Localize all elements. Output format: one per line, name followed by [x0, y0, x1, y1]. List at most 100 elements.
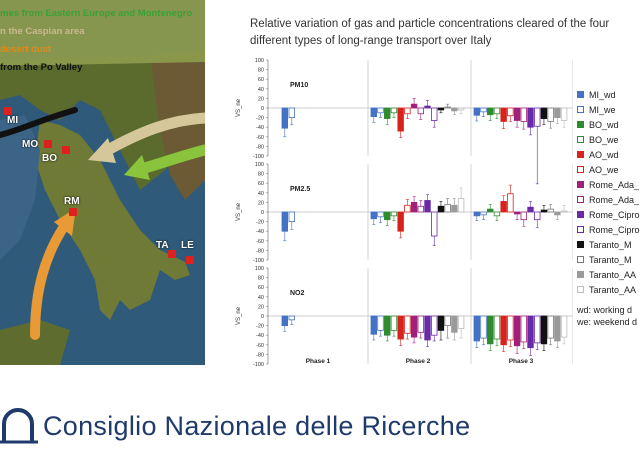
bar	[444, 106, 451, 109]
bar	[424, 105, 431, 109]
bar	[507, 315, 514, 341]
legend-swatch	[577, 181, 584, 188]
city-label-rm: RM	[64, 196, 80, 207]
bar	[487, 107, 494, 116]
bar	[417, 107, 424, 115]
bar	[540, 107, 548, 119]
legend-label: Rome_Ada_	[589, 179, 640, 190]
legend-item: Rome_Cipro	[577, 222, 640, 237]
bar	[451, 315, 458, 333]
bar	[500, 201, 507, 213]
bar	[404, 204, 411, 213]
city-dot-le	[186, 256, 194, 264]
legend-item: Taranto_AA	[577, 282, 640, 297]
legend-swatch	[577, 106, 584, 113]
y-tick-label: 100	[255, 266, 264, 272]
legend-item: Taranto_M	[577, 237, 640, 252]
legend-label: Rome_Cipro	[589, 224, 640, 235]
bar	[281, 107, 288, 129]
bar	[288, 315, 295, 321]
y-tick-label: -20	[256, 116, 264, 122]
y-tick-label: -60	[256, 343, 264, 349]
legend-swatch	[577, 256, 584, 263]
legend-swatch	[577, 91, 584, 98]
bar	[370, 107, 377, 118]
bar	[431, 211, 438, 237]
desert-dust-arrow	[30, 220, 70, 340]
bar	[377, 315, 384, 331]
y-tick-label: 100	[255, 162, 264, 168]
y-tick-label: -40	[256, 125, 264, 131]
footer: Consiglio Nazionale delle Ricerche	[0, 371, 640, 465]
city-label-bo: BO	[42, 153, 57, 164]
bar	[444, 315, 451, 327]
legend-po-valley: from the Po Valley	[0, 62, 83, 73]
bar	[554, 107, 561, 118]
legend-label: BO_we	[589, 134, 619, 145]
legend-label: BO_wd	[589, 119, 619, 130]
bar	[473, 211, 480, 217]
legend-item: Rome_Ada_	[577, 177, 640, 192]
bar	[417, 315, 424, 333]
bar	[554, 315, 561, 342]
city-dot-mi	[4, 107, 12, 115]
y-tick-label: -60	[256, 135, 264, 141]
legend-swatch	[577, 121, 584, 128]
y-tick-label: -20	[256, 220, 264, 226]
bar	[520, 315, 527, 343]
legend-item: BO_wd	[577, 117, 640, 132]
bar	[500, 107, 507, 122]
y-tick-label: 20	[258, 200, 264, 206]
y-tick-label: 80	[258, 68, 264, 74]
bar	[554, 211, 561, 216]
bar	[424, 315, 431, 341]
bar	[560, 210, 568, 213]
map-legend: mes from Eastern Europe and Montenegro n…	[0, 0, 205, 74]
legend-item: Taranto_M	[577, 252, 640, 267]
bar	[397, 211, 404, 232]
y-tick-label: -40	[256, 333, 264, 339]
bar	[487, 208, 494, 213]
bar	[560, 107, 568, 121]
bar	[534, 315, 541, 344]
bar	[444, 203, 451, 213]
legend-label: AO_wd	[589, 149, 619, 160]
bar	[487, 315, 494, 345]
legend-swatch	[577, 211, 584, 218]
legend-label: Rome_Ada_	[589, 194, 640, 205]
chart-legend: MI_wd MI_we BO_wd BO_we AO_wd AO_we Rome_Ada_ R…	[577, 87, 640, 329]
bar	[493, 107, 501, 115]
bar	[547, 107, 554, 122]
y-tick-label: 80	[258, 172, 264, 178]
bar	[384, 211, 391, 221]
bar	[397, 107, 404, 132]
panel-label: PM10	[290, 82, 308, 89]
legend-item: BO_we	[577, 132, 640, 147]
y-tick-label: -80	[256, 248, 264, 254]
y-tick-label: -80	[256, 352, 264, 358]
bar	[480, 107, 487, 113]
bar	[500, 315, 507, 346]
legend-label: Rome_Cipro	[589, 209, 640, 220]
bar	[547, 315, 554, 339]
bar	[547, 208, 554, 213]
bar	[390, 211, 398, 217]
bar	[424, 200, 431, 213]
legend-note: we: weekend d	[577, 317, 638, 327]
bar	[404, 315, 411, 334]
legend-swatch	[577, 151, 584, 158]
city-label-mi: MI	[7, 115, 19, 126]
y-tick-label: 20	[258, 96, 264, 102]
bar	[457, 198, 465, 213]
bar	[520, 211, 527, 221]
legend-item: Taranto_AA	[577, 267, 640, 282]
y-tick-label: -40	[256, 229, 264, 235]
bar	[493, 211, 501, 217]
y-tick-label: -60	[256, 239, 264, 245]
bar	[377, 211, 384, 218]
bar	[527, 107, 534, 128]
bar	[527, 315, 534, 349]
panel-label: PM2.5	[290, 186, 310, 193]
bar	[281, 315, 288, 327]
bar	[437, 205, 445, 213]
